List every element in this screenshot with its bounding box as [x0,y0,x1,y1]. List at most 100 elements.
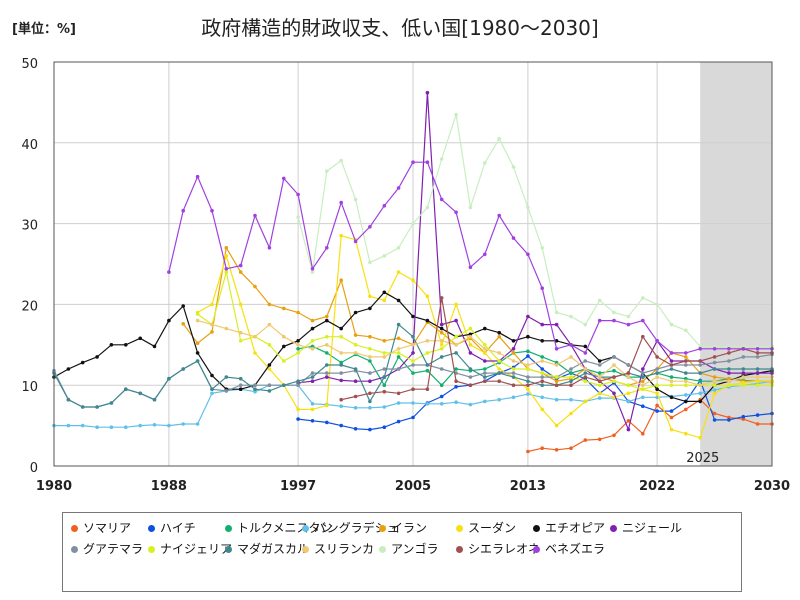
data-point [612,318,616,323]
data-point [583,367,588,371]
data-point [267,322,272,327]
data-point [569,446,573,451]
data-point [439,330,444,335]
legend-label: ハイチ [160,521,196,535]
data-point [382,425,387,430]
data-point [727,367,731,371]
data-point [597,359,602,363]
data-point [210,387,214,392]
data-point [755,422,760,426]
data-point [195,318,200,323]
data-point [626,314,631,319]
series-12 [296,112,774,349]
data-point [540,375,544,379]
data-point [296,347,300,351]
unit-label: [単位：%] [12,22,76,37]
data-point [368,371,372,375]
data-point [698,391,702,396]
data-point [439,343,444,347]
data-point [195,359,200,363]
data-point [368,260,372,265]
data-point [411,160,415,164]
data-point [569,314,573,319]
data-point [353,427,358,431]
data-point [439,322,444,327]
data-point [310,339,315,343]
legend-item: マダガスカル [225,540,309,557]
data-point [454,385,458,389]
data-point [468,383,473,388]
data-point [267,302,272,307]
data-point [612,391,616,396]
data-point [511,367,516,371]
data-point [669,367,674,371]
data-point [411,314,415,319]
data-point [712,388,717,392]
data-point [483,375,487,379]
data-point [483,326,487,331]
data-point [411,334,415,339]
data-point [339,158,344,163]
data-point [583,379,588,384]
data-point [626,383,631,388]
data-point [368,427,372,432]
data-point [540,246,544,250]
series-0 [526,397,774,454]
data-point [339,378,344,383]
data-point [468,402,473,407]
data-point [454,367,458,371]
x-tick-label: 1980 [36,479,72,494]
data-point [712,411,717,416]
data-point [511,339,516,343]
data-point [238,270,243,274]
data-point [454,210,458,215]
legend-item: ソマリア [71,519,131,536]
forecast-label: 2025 [686,451,719,466]
data-point [224,254,229,258]
x-tick-label: 2013 [510,479,546,494]
line-chart: 2025 1980 1988 1997 2005 2013 2022 2030 010203… [21,57,790,494]
data-point [396,246,401,250]
legend-label: アンゴラ [391,542,439,556]
data-point [439,326,444,331]
data-point [755,413,760,417]
data-point [626,391,631,396]
data-point [526,367,530,371]
data-point [655,409,659,413]
data-point [454,343,458,347]
legend-item: ニジェール [610,519,682,536]
data-point [712,418,717,422]
data-point [425,294,430,299]
data-point [698,383,702,388]
data-point [368,306,372,311]
data-point [439,355,444,359]
data-point [583,375,588,379]
data-point [641,383,645,388]
data-point [396,347,401,351]
data-point [181,367,185,371]
data-point [526,387,530,392]
data-point [224,326,229,331]
data-point [382,298,387,303]
data-point [712,367,717,371]
data-point [497,367,502,371]
data-point [353,394,358,399]
series-line [527,398,772,453]
data-point [483,367,487,371]
data-point [253,334,257,339]
data-point [195,422,200,426]
data-point [195,174,200,179]
x-tick-label: 1988 [151,479,187,494]
legend-item: グアテマラ [71,540,143,557]
data-point [339,371,344,375]
data-point [396,401,401,405]
data-point [727,351,731,355]
data-point [325,351,329,355]
data-point [339,326,344,331]
data-point [439,339,444,343]
data-point [339,363,344,367]
data-point [325,246,329,250]
data-point [526,354,530,358]
data-point [641,379,645,384]
data-point [727,359,731,363]
